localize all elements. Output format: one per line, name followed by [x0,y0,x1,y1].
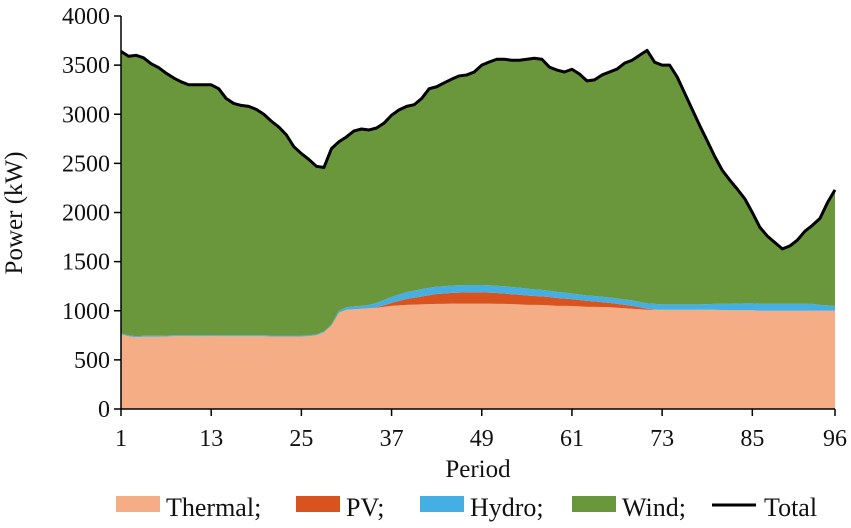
x-tick-label: 37 [380,426,404,452]
y-tick-label: 0 [98,397,110,423]
x-tick-label: 61 [560,426,584,452]
y-axis-title: Power (kW) [1,152,28,275]
x-tick-label: 96 [823,426,847,452]
x-tick-label: 25 [289,426,313,452]
ticks-layer: 0 500 1000 1500 2000 2500 3000 3500 4000 1 13 25 37 4… [62,4,847,452]
total-line [120,48,837,251]
x-tick-label: 85 [740,426,764,452]
y-tick-label: 3000 [62,102,110,128]
x-tick-label: 13 [199,426,223,452]
y-tick-label: 500 [74,348,110,374]
x-tick-label: 1 [115,426,127,452]
y-tick-label: 2500 [62,151,110,177]
x-axis-title: Period [445,456,511,483]
legend-label-thermal: Thermal; [166,493,261,522]
legend-swatch-wind [572,496,616,512]
areas-layer [120,48,837,409]
legend-label-pv: PV; [346,493,385,522]
area-series-thermal [121,303,835,409]
legend: Thermal; PV; Hydro; Wind; Total [116,493,817,522]
area-series-wind [121,50,835,337]
legend-label-hydro: Hydro; [470,493,544,522]
legend-swatch-thermal [116,496,160,512]
legend-swatch-pv [296,496,340,512]
legend-swatch-hydro [420,496,464,512]
y-tick-label: 4000 [62,4,110,30]
y-tick-label: 1500 [62,250,110,276]
x-tick-label: 73 [650,426,674,452]
y-tick-label: 2000 [62,201,110,227]
y-tick-label: 1000 [62,299,110,325]
y-tick-label: 3500 [62,53,110,79]
area-series-pv [121,292,835,338]
legend-label-total: Total [764,493,817,522]
x-tick-label: 49 [470,426,494,452]
legend-label-wind: Wind; [622,493,686,522]
